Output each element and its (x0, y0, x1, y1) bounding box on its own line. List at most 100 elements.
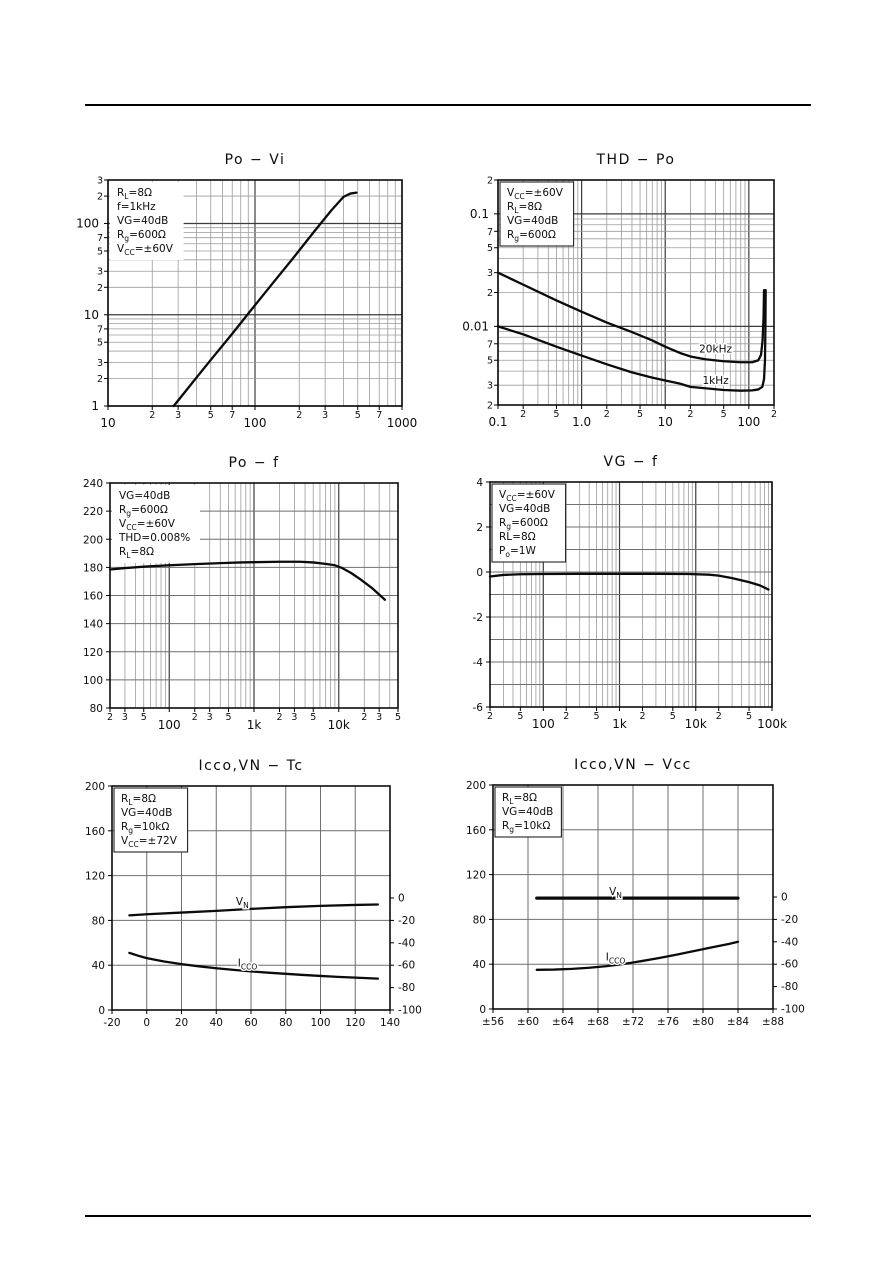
y-tick-label: 2 (476, 522, 483, 534)
x-tick-label: 3 (207, 712, 213, 723)
condition-line: VG=40dB (507, 215, 558, 227)
x-tick-label: 140 (380, 1017, 400, 1029)
x-tick-label: 2 (563, 711, 569, 722)
condition-line: VCC=±60V (119, 518, 176, 532)
series-Po (108, 560, 387, 601)
x-tick-label: 10k (328, 718, 350, 732)
y-tick-label: 180 (83, 562, 103, 574)
y2-tick-label: -100 (781, 1004, 805, 1016)
y-tick-label: 120 (83, 647, 103, 659)
x-tick-label: 40 (210, 1017, 223, 1029)
x-tick-label: 5 (310, 712, 316, 723)
y-tick-label: 0 (476, 567, 483, 579)
y-tick-label: 3 (97, 267, 103, 278)
x-tick-label: 2 (192, 712, 198, 723)
x-tick-label: 2 (639, 711, 645, 722)
series-Po (172, 191, 358, 408)
x-tick-label: 2 (716, 711, 722, 722)
x-tick-label: 2 (771, 409, 777, 420)
y-tick-label: 7 (97, 324, 103, 335)
x-tick-label: 3 (122, 712, 128, 723)
y-tick-label: 7 (97, 233, 103, 244)
x-tick-label: 10 (658, 415, 673, 429)
y-tick-label: -2 (473, 612, 483, 624)
x-tick-label: 5 (746, 711, 752, 722)
y-tick-label: 100 (76, 217, 99, 231)
x-tick-label: 2 (296, 410, 302, 421)
top-rule (85, 104, 811, 106)
x-tick-label: 2 (276, 712, 282, 723)
y-tick-label: 2 (487, 176, 493, 187)
y2-tick-label: -60 (781, 959, 798, 971)
condition-line: f=1kHz (117, 201, 156, 213)
x-tick-label: 10 (100, 416, 115, 430)
y-tick-label: 0 (479, 1004, 486, 1016)
grid (489, 481, 773, 708)
y2-tick-label: -20 (398, 915, 415, 927)
y-tick-label: 160 (83, 591, 103, 603)
x-tick-label: 2 (107, 712, 113, 723)
y2-tick-label: 0 (398, 893, 405, 905)
y-tick-label: 0.1 (470, 207, 489, 221)
y-tick-label: 2 (487, 288, 493, 299)
x-tick-label: 1k (247, 718, 262, 732)
y-tick-label: 120 (85, 871, 105, 883)
conditions-box (494, 786, 562, 838)
series-Icco (535, 940, 740, 971)
y-tick-label: 3 (487, 381, 493, 392)
x-tick-label: 2 (149, 410, 155, 421)
x-tick-label: 5 (637, 409, 643, 420)
condition-line: THD=0.008% (118, 532, 190, 544)
x-tick-label: ±76 (657, 1016, 679, 1028)
x-tick-label: 100 (737, 415, 760, 429)
y2-tick-label: -40 (781, 936, 798, 948)
x-tick-label: ±64 (552, 1016, 574, 1028)
x-tick-label: ±56 (482, 1016, 504, 1028)
condition-line: Rg=10kΩ (502, 820, 550, 834)
y-tick-label: 120 (466, 870, 486, 882)
chart-title-icco-vn-tc: Icco,VN − Tc (198, 758, 304, 774)
y-tick-label: 140 (83, 619, 103, 631)
conditions-box (491, 483, 567, 563)
y-tick-label: 2 (97, 283, 103, 294)
y-tick-label: -6 (473, 702, 484, 714)
condition-line: RL=8Ω (502, 792, 537, 806)
y-tick-label: 5 (487, 356, 493, 367)
condition-line: Rg=600Ω (117, 229, 166, 243)
condition-line: Rg=600Ω (507, 229, 556, 243)
y-tick-label: -4 (473, 657, 484, 669)
y-tick-label: 5 (97, 338, 103, 349)
y2-tick-label: -60 (398, 960, 415, 972)
y2-tick-label: -40 (398, 937, 415, 949)
chart-title-icco-vn-vcc: Icco,VN − Vcc (574, 757, 692, 773)
condition-line: VCC=±60V (499, 489, 556, 503)
y-tick-label: 160 (85, 826, 105, 838)
y-tick-label: 3 (97, 358, 103, 369)
x-tick-label: 5 (553, 409, 559, 420)
y2-tick-label: -80 (398, 982, 415, 994)
series-label: ICCO (238, 957, 258, 971)
series-1kHz (496, 288, 767, 392)
y-tick-label: 40 (92, 960, 105, 972)
x-tick-label: 5 (355, 410, 361, 421)
conditions-box (110, 182, 184, 260)
y-tick-label: 100 (83, 675, 103, 687)
x-tick-label: 2 (520, 409, 526, 420)
x-tick-label: 2 (361, 712, 367, 723)
x-tick-label: 80 (279, 1017, 292, 1029)
condition-line: RL=8Ω (117, 187, 152, 201)
y-tick-label: 3 (487, 268, 493, 279)
chart-title-vg-f: VG − f (603, 454, 659, 470)
x-tick-label: 5 (517, 711, 523, 722)
x-tick-label: 5 (670, 711, 676, 722)
x-tick-label: ±88 (762, 1016, 784, 1028)
x-tick-label: 1k (612, 717, 627, 731)
conditions-box (113, 787, 189, 853)
series-label: ICCO (606, 951, 626, 965)
series-VG (488, 572, 770, 591)
x-tick-label: 2 (604, 409, 610, 420)
